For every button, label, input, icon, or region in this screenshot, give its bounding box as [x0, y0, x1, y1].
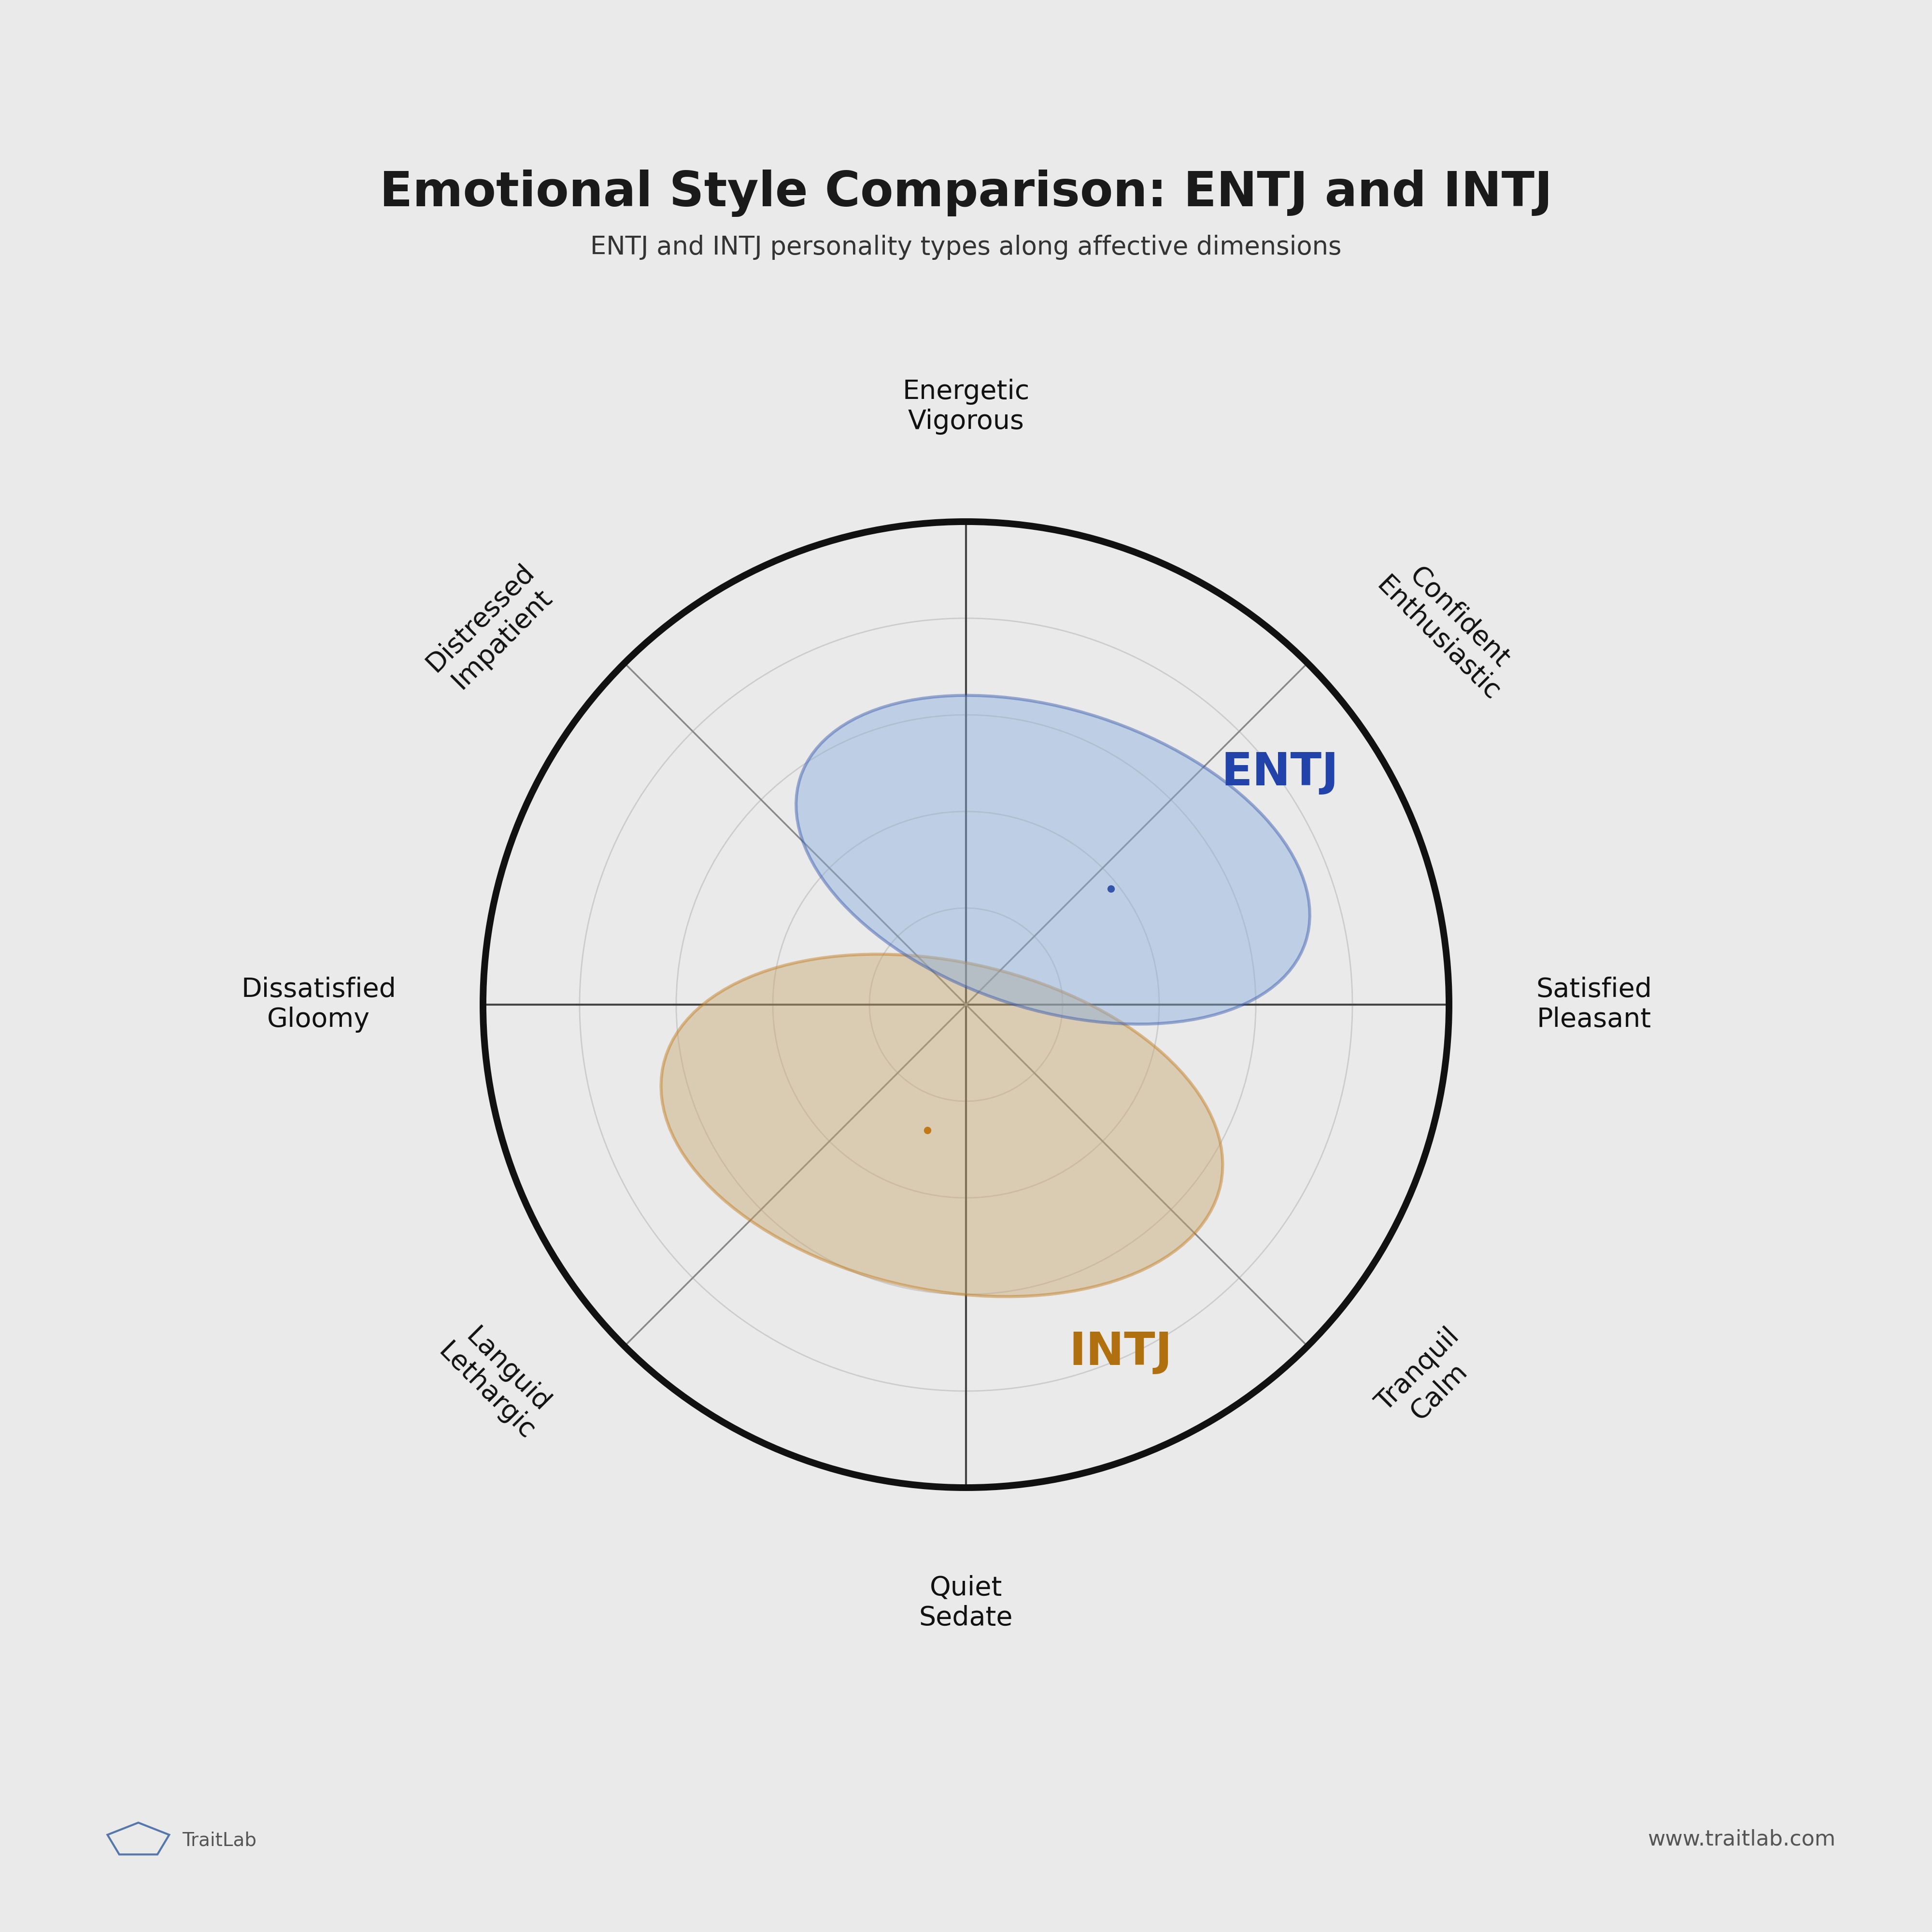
Text: Distressed
Impatient: Distressed Impatient: [421, 558, 560, 697]
Text: INTJ: INTJ: [1068, 1329, 1173, 1376]
Text: TraitLab: TraitLab: [182, 1832, 257, 1849]
Text: Energetic
Vigorous: Energetic Vigorous: [902, 379, 1030, 435]
Ellipse shape: [796, 696, 1310, 1024]
Ellipse shape: [661, 954, 1223, 1296]
Text: Tranquil
Calm: Tranquil Calm: [1372, 1323, 1486, 1437]
Text: ENTJ and INTJ personality types along affective dimensions: ENTJ and INTJ personality types along af…: [591, 234, 1341, 259]
Text: Satisfied
Pleasant: Satisfied Pleasant: [1536, 976, 1652, 1034]
Text: Dissatisfied
Gloomy: Dissatisfied Gloomy: [242, 976, 396, 1034]
Text: ENTJ: ENTJ: [1221, 750, 1339, 796]
Text: Confident
Enthusiastic: Confident Enthusiastic: [1372, 551, 1526, 705]
Text: www.traitlab.com: www.traitlab.com: [1648, 1830, 1835, 1849]
Text: Emotional Style Comparison: ENTJ and INTJ: Emotional Style Comparison: ENTJ and INT…: [379, 170, 1553, 216]
Text: Quiet
Sedate: Quiet Sedate: [920, 1575, 1012, 1631]
Text: Languid
Lethargic: Languid Lethargic: [433, 1318, 560, 1445]
